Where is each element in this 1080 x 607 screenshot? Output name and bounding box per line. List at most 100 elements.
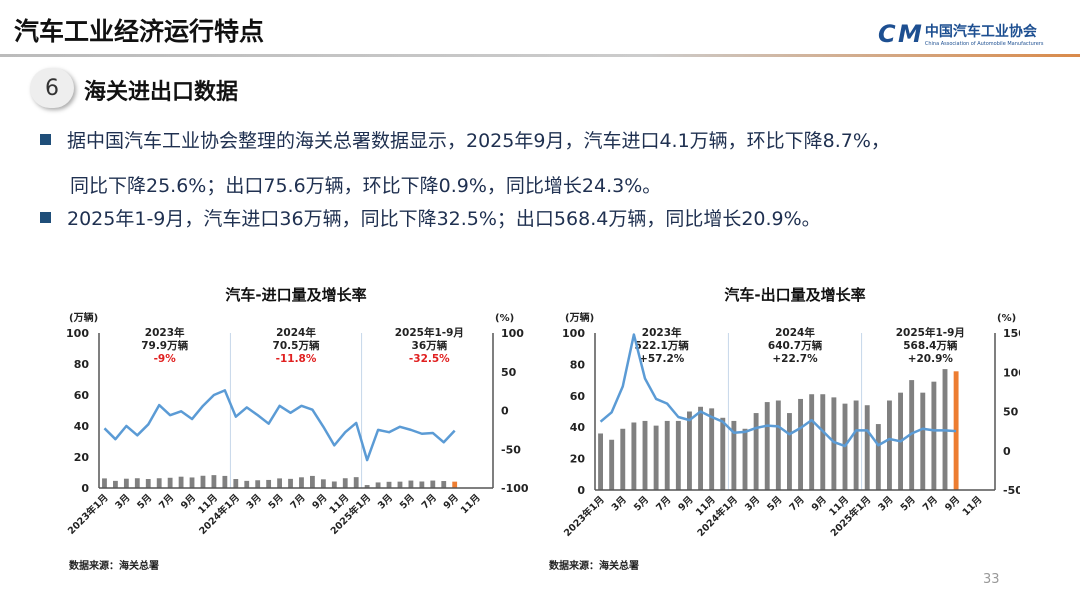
bar (277, 478, 282, 488)
bar (452, 481, 458, 488)
annotation-growth: -32.5% (409, 353, 450, 365)
bar (664, 420, 670, 490)
x-tick-label: 11月 (961, 494, 985, 518)
bar (102, 478, 107, 488)
slide-title: 汽车工业经济运行特点 (14, 17, 265, 46)
annotation-total: 568.4万辆 (903, 339, 958, 352)
annotation-total: 70.5万辆 (273, 339, 320, 352)
bar (787, 413, 792, 490)
y2-tick-label: 50 (1003, 406, 1019, 419)
y-tick-label: 60 (74, 389, 90, 402)
bar (200, 475, 206, 488)
x-tick-label: 3月 (610, 494, 629, 513)
x-tick-label: 3月 (743, 494, 762, 513)
y2-tick-label: -100 (501, 482, 529, 495)
annotation-year: 2024年 (276, 326, 316, 339)
bar (364, 485, 370, 488)
bar (831, 397, 837, 490)
bar (775, 400, 781, 490)
bar (609, 439, 615, 490)
export-chart: 汽车-出口量及增长率 (万辆) (%) 0 20 40 60 80 100 -50 0 50 100 15… (561, 286, 1020, 539)
y-tick-label: 0 (81, 482, 89, 495)
y-tick-label: 40 (570, 421, 586, 434)
x-tick-label: 7月 (787, 494, 806, 513)
x-tick-label: 3月 (376, 492, 395, 511)
bar (642, 420, 648, 490)
bar (853, 400, 859, 490)
x-tick-label: 5月 (267, 492, 286, 511)
annotation-growth: -11.8% (276, 353, 317, 365)
annotation-growth: +57.2% (639, 353, 685, 365)
bullet-text-continued: 同比下降25.6%；出口75.6万辆，环比下降0.9%，同比增长24.3%。 (70, 175, 662, 197)
bar (386, 481, 392, 488)
bar (419, 481, 425, 488)
bar (299, 477, 304, 488)
bar (145, 479, 151, 488)
x-tick-label: 5月 (398, 492, 417, 511)
bar (342, 478, 348, 488)
export-chart-source: 数据来源：海关总署 (549, 561, 639, 572)
annotation-year: 2023年 (145, 326, 185, 339)
bar (167, 477, 173, 488)
bar (255, 480, 261, 488)
bar (189, 477, 195, 488)
bar (909, 380, 915, 490)
bar (764, 402, 770, 490)
x-tick-label: 9月 (810, 494, 829, 513)
y-tick-label: 80 (570, 358, 586, 371)
x-tick-label: 3月 (113, 492, 132, 511)
y-tick-label: 60 (570, 390, 586, 403)
bar (441, 481, 447, 488)
annotation-total: 640.7万辆 (768, 339, 823, 352)
bar (798, 398, 803, 490)
bullet-square-icon (40, 212, 51, 223)
bar (742, 428, 748, 490)
bar (631, 422, 637, 490)
bar (698, 406, 703, 490)
x-tick-label: 7月 (921, 494, 940, 513)
bar (887, 400, 892, 490)
y2-tick-label: 100 (501, 327, 524, 340)
chart-title: 汽车-进口量及增长率 (225, 286, 366, 304)
bar (931, 381, 937, 490)
y2-tick-label: 0 (501, 405, 509, 418)
annotation-total: 522.1万辆 (635, 339, 690, 352)
x-tick-label: 7月 (654, 494, 673, 513)
bar (244, 480, 250, 488)
bullet-item: 2025年1-9月，汽车进口36万辆，同比下降32.5%；出口568.4万辆，同… (40, 200, 821, 239)
x-tick-label: 5月 (765, 494, 784, 513)
bar (598, 433, 603, 490)
bar (331, 481, 337, 488)
annotation-growth: -9% (154, 353, 177, 365)
annotation-year: 2025年1-9月 (395, 326, 464, 339)
y-tick-label: 100 (66, 327, 89, 340)
x-tick-label: 7月 (288, 492, 307, 511)
y-tick-label: 20 (570, 453, 586, 466)
bar (864, 405, 870, 490)
x-tick-label: 9月 (943, 494, 962, 513)
section-title: 海关进出口数据 (84, 80, 239, 105)
bar (620, 428, 626, 490)
bar (178, 476, 184, 488)
x-tick-label: 11月 (459, 492, 483, 516)
x-tick-label: 9月 (676, 494, 695, 513)
y2-tick-label: -50 (501, 443, 521, 456)
bar (113, 480, 118, 488)
bar (134, 478, 140, 488)
bar (320, 479, 326, 488)
header-divider (0, 54, 1080, 57)
bar (211, 475, 217, 488)
y-tick-label: 80 (74, 358, 90, 371)
import-chart-source: 数据来源：海关总署 (69, 561, 159, 572)
growth-line (103, 389, 456, 462)
x-tick-label: 5月 (135, 492, 154, 511)
bar (920, 392, 926, 490)
y2-tick-label: -50 (1003, 484, 1020, 497)
bar (288, 478, 293, 488)
bar (875, 424, 881, 490)
x-tick-label: 7月 (420, 492, 439, 511)
bar (310, 475, 315, 488)
x-tick-label: 2023年1月 (561, 494, 606, 539)
annotation-year: 2024年 (775, 326, 815, 339)
annotation-year: 2025年1-9月 (896, 326, 965, 339)
